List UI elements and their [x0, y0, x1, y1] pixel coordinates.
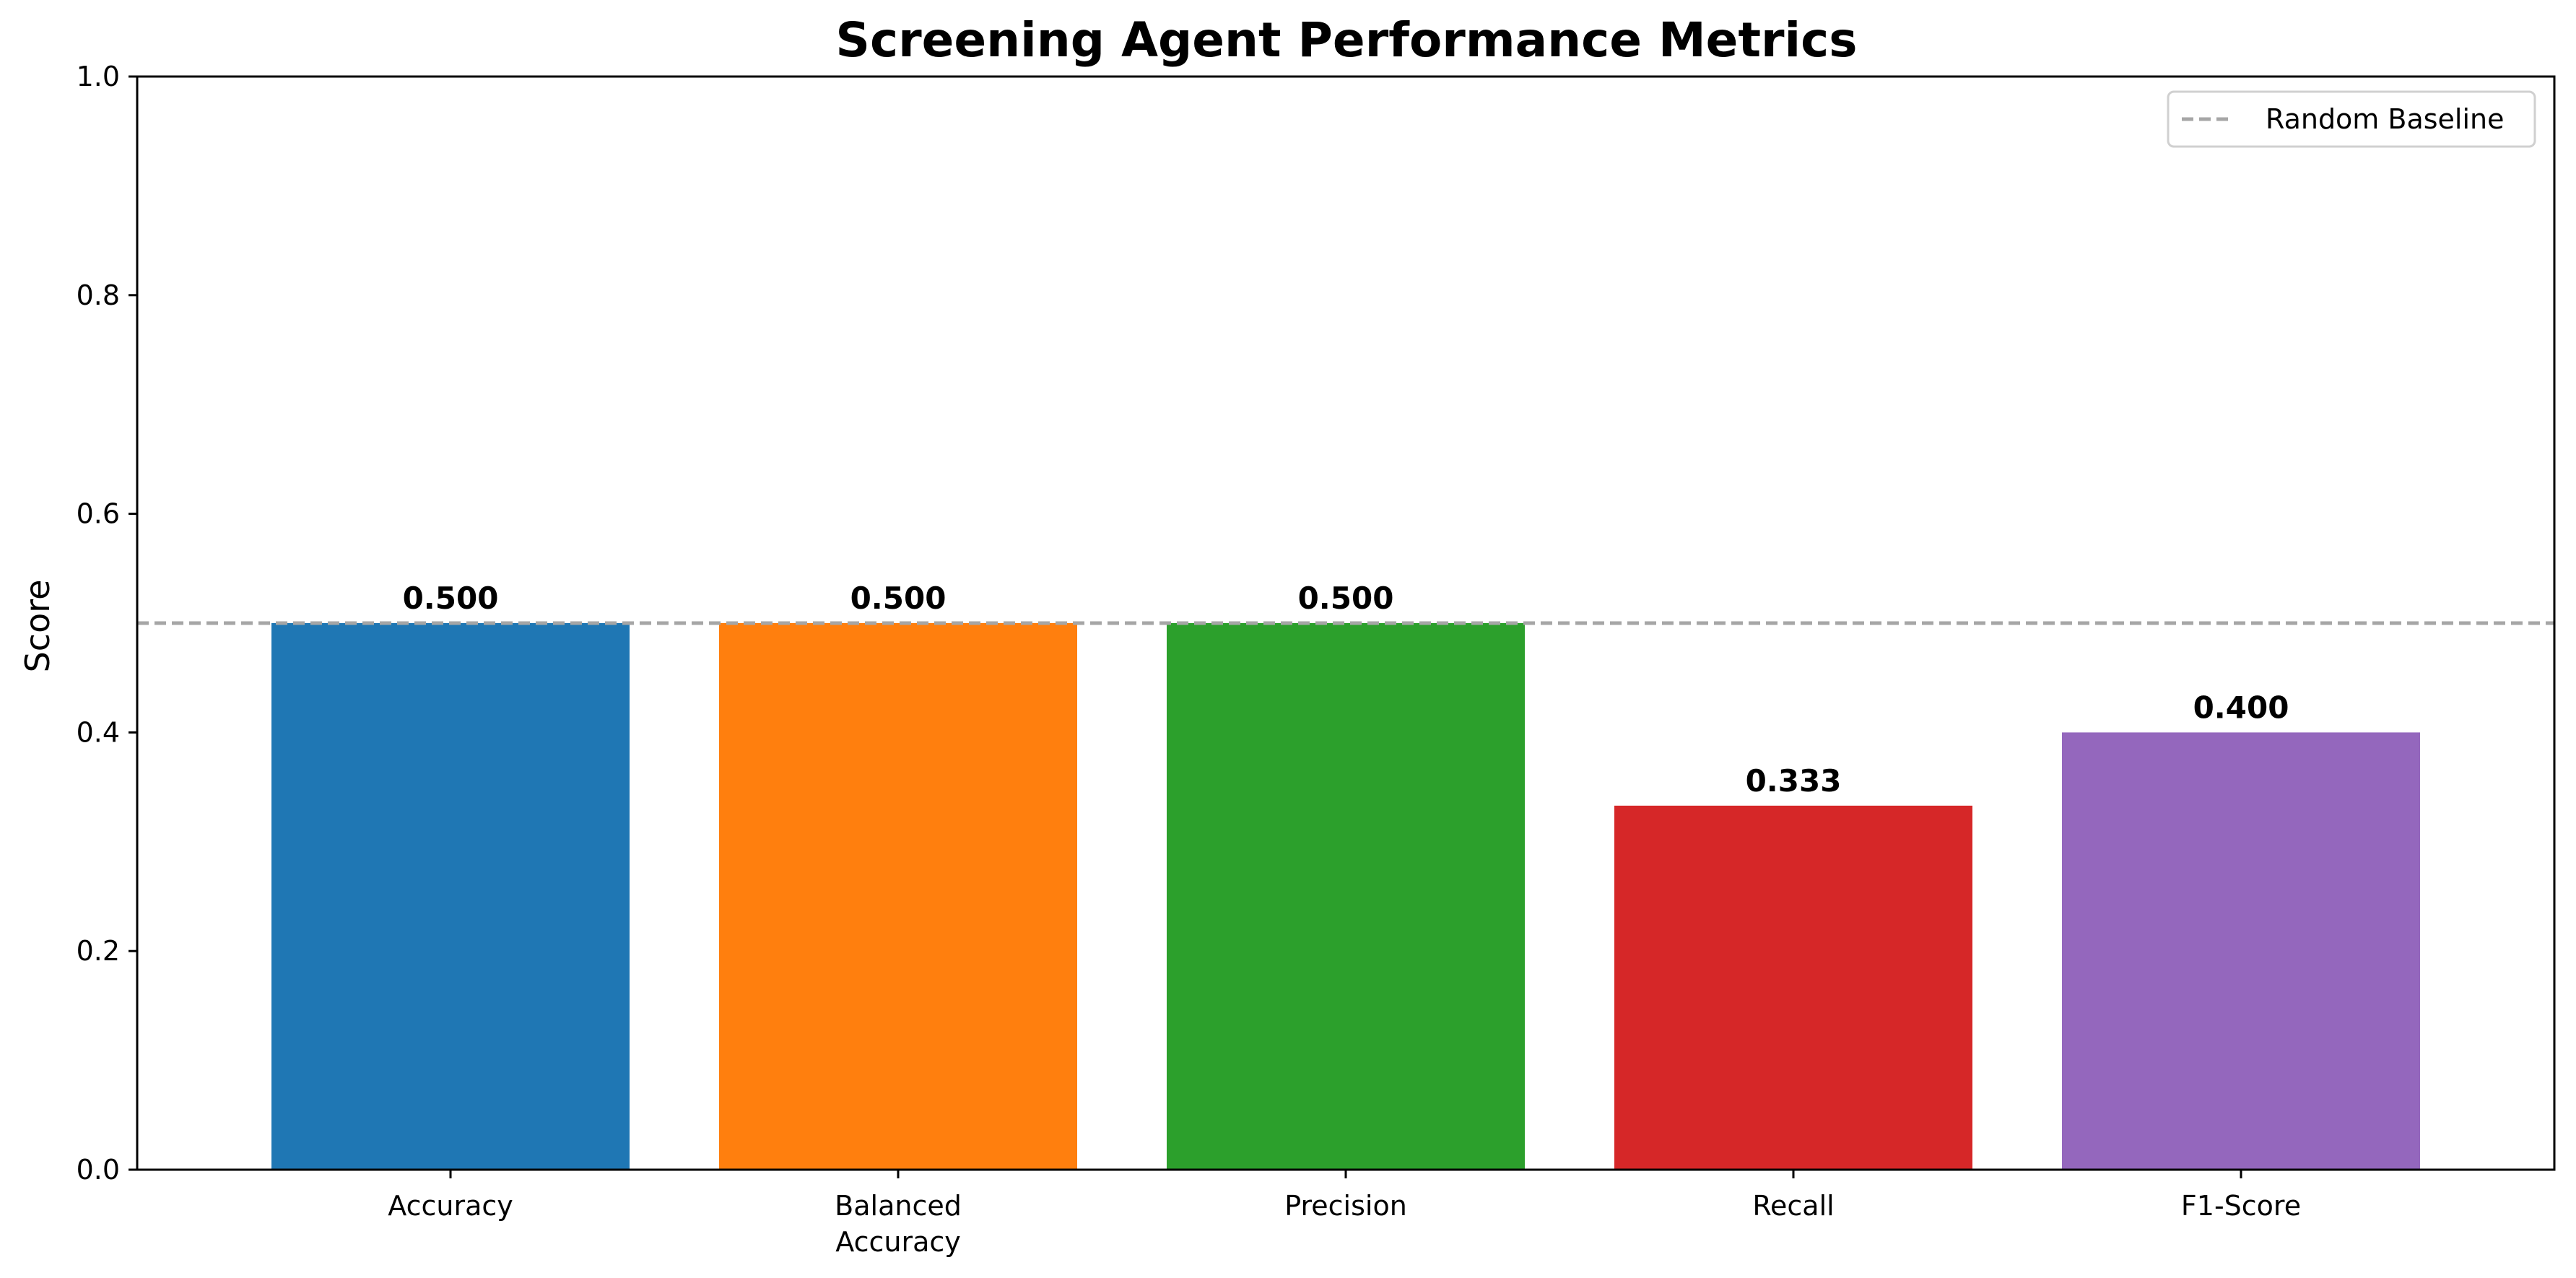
plot-area-frame: [136, 75, 2556, 1171]
legend-box: [2167, 90, 2536, 148]
bar-value-label: 0.333: [1746, 763, 1842, 799]
y-tick-label: 0.0: [77, 1154, 120, 1186]
x-tick-label: Precision: [1284, 1190, 1407, 1222]
y-axis-label: Score: [18, 580, 57, 673]
x-tick-label: Recall: [1752, 1190, 1834, 1222]
chart-title: Screening Agent Performance Metrics: [835, 12, 1857, 68]
bar-value-label: 0.500: [1298, 581, 1394, 616]
bar-value-label: 0.500: [850, 581, 947, 616]
bar-value-label: 0.400: [2193, 690, 2289, 725]
x-axis-ticks: Accuracy Balanced Accuracy Precision Recall F…: [388, 1170, 2301, 1258]
x-tick-label: F1-Score: [2181, 1190, 2301, 1222]
y-tick-label: 0.4: [77, 716, 120, 748]
legend: Random Baseline: [2167, 90, 2536, 148]
bar-1: [719, 623, 1077, 1170]
y-axis-ticks: 0.0 0.2 0.4 0.6 0.8 1.0: [77, 61, 137, 1186]
x-tick-label: Accuracy: [388, 1190, 513, 1222]
bar-2: [1167, 623, 1525, 1170]
y-tick-label: 1.0: [77, 61, 120, 92]
value-labels-group: 0.500 0.500 0.500 0.333 0.400: [403, 581, 2289, 799]
bar-4: [2062, 732, 2420, 1170]
bar-value-label: 0.500: [403, 581, 499, 616]
y-tick-label: 0.6: [77, 498, 120, 530]
bar-3: [1614, 805, 1972, 1170]
x-tick-label: Balanced: [835, 1190, 962, 1222]
bars-group: [271, 623, 2420, 1170]
legend-baseline-label: Random Baseline: [2266, 103, 2505, 135]
y-tick-label: 0.2: [77, 935, 120, 967]
y-tick-label: 0.8: [77, 279, 120, 311]
x-tick-label: Accuracy: [835, 1226, 961, 1258]
bar-0: [271, 623, 630, 1170]
